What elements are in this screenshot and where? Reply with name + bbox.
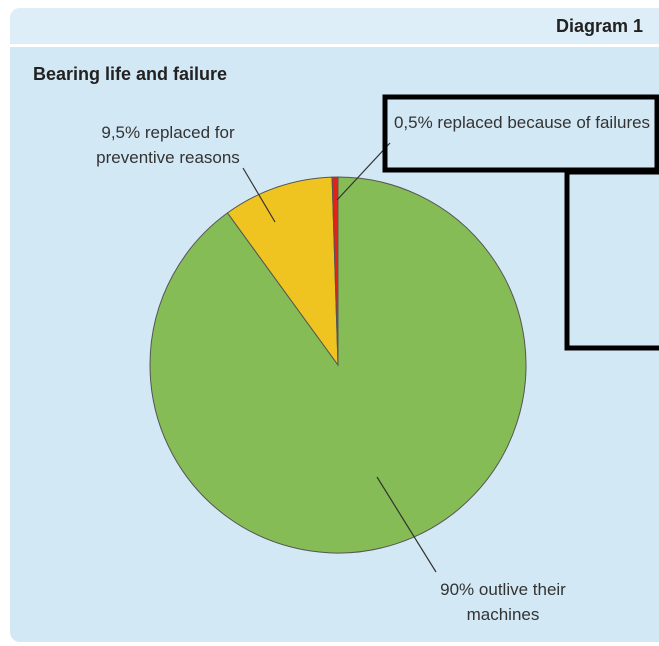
category-label: replaced because of failures bbox=[437, 113, 651, 132]
pie-slice bbox=[331, 176, 339, 366]
value-label: 9,5% bbox=[101, 123, 141, 142]
header-bar: Diagram 1 bbox=[10, 8, 659, 47]
value-label: 90% bbox=[440, 580, 475, 599]
value-label: 0,5% bbox=[393, 113, 433, 132]
annotation-box bbox=[382, 94, 659, 173]
leader-line bbox=[242, 167, 276, 223]
slice-label: 0,5% replaced because of failures bbox=[392, 110, 652, 135]
category-label: replaced for preventive reasons bbox=[96, 123, 240, 167]
chart-title: Bearing life and failure bbox=[33, 64, 228, 84]
pie-slice bbox=[226, 176, 339, 367]
slice-label: 9,5% replaced for preventive reasons bbox=[78, 120, 258, 170]
category-label: outlive their machines bbox=[466, 580, 566, 624]
leader-line bbox=[336, 142, 391, 201]
leader-line bbox=[376, 476, 437, 573]
header-title: Diagram 1 bbox=[555, 16, 643, 36]
annotation-box bbox=[564, 169, 659, 351]
slice-label: 90% outlive their machines bbox=[418, 577, 588, 627]
